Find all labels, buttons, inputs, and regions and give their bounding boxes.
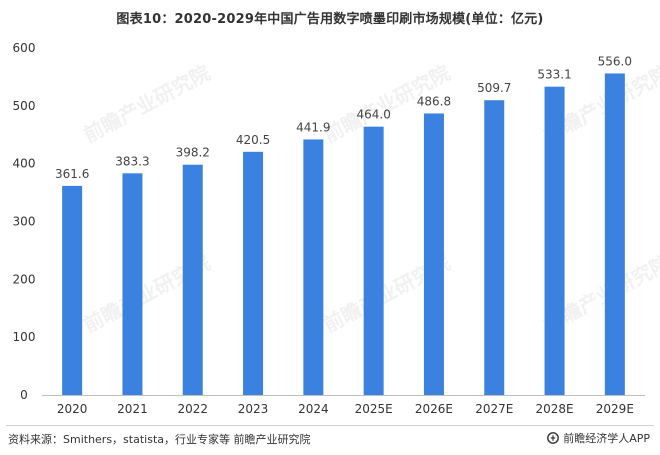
data-label: 398.2 [176, 146, 210, 160]
x-tick-label: 2027E [475, 402, 513, 416]
y-tick-label: 300 [13, 215, 36, 229]
bar [423, 113, 444, 395]
source-note: 资料来源：Smithers，statista，行业专家等 前瞻产业研究院 [8, 433, 311, 446]
x-tick-label: 2022 [177, 402, 208, 416]
y-tick-label: 500 [13, 99, 36, 113]
bar [122, 173, 143, 395]
chart-title: 图表10：2020-2029年中国广告用数字喷墨印刷市场规模(单位：亿元) [116, 12, 544, 27]
bar [243, 151, 264, 395]
footer-divider [6, 425, 654, 426]
data-label: 509.7 [477, 81, 511, 95]
bar [484, 100, 505, 395]
x-tick-label: 2024 [298, 402, 329, 416]
bar [544, 86, 565, 396]
bar [62, 185, 83, 395]
y-tick-label: 0 [20, 388, 28, 402]
y-tick-label: 600 [13, 41, 36, 55]
x-tick-label: 2026E [415, 402, 453, 416]
brand-name: 前瞻经济学人APP [563, 432, 650, 445]
x-tick-label: 2020 [57, 402, 88, 416]
x-tick-label: 2029E [596, 402, 634, 416]
y-tick-label: 200 [13, 272, 36, 286]
x-tick-label: 2023 [238, 402, 269, 416]
data-label: 464.0 [356, 108, 390, 122]
data-label: 361.6 [55, 167, 89, 181]
x-tick-label: 2025E [355, 402, 393, 416]
qianzhan-logo-icon [547, 432, 560, 444]
brand-credit: 前瞻经济学人APP [547, 430, 650, 446]
data-labels: 361.6 383.3 398.2 420.5 441.9 464.0 486.8 509.7… [55, 54, 632, 180]
data-label: 383.3 [115, 154, 149, 168]
watermark-text: 前瞻产业研究院 [79, 60, 214, 147]
y-axis-ticks: 0 100 200 300 400 500 600 [13, 41, 36, 402]
y-tick-label: 100 [13, 330, 36, 344]
bar [604, 73, 625, 396]
data-label: 441.9 [296, 120, 330, 134]
bar [182, 164, 203, 395]
data-label: 486.8 [417, 94, 451, 108]
data-label: 420.5 [236, 133, 270, 147]
chart-footer: 资料来源：Smithers，statista，行业专家等 前瞻产业研究院 前瞻经… [0, 425, 660, 455]
data-label: 556.0 [598, 54, 632, 68]
bar [303, 139, 324, 395]
x-tick-label: 2028E [535, 402, 573, 416]
y-tick-label: 400 [13, 157, 36, 171]
x-tick-label: 2021 [117, 402, 148, 416]
bar-series [62, 73, 625, 396]
x-axis-ticks: 2020 2021 2022 2023 2024 2025E 2026E 2027E 2028E… [57, 402, 634, 416]
bar [363, 126, 384, 396]
data-label: 533.1 [537, 68, 571, 82]
